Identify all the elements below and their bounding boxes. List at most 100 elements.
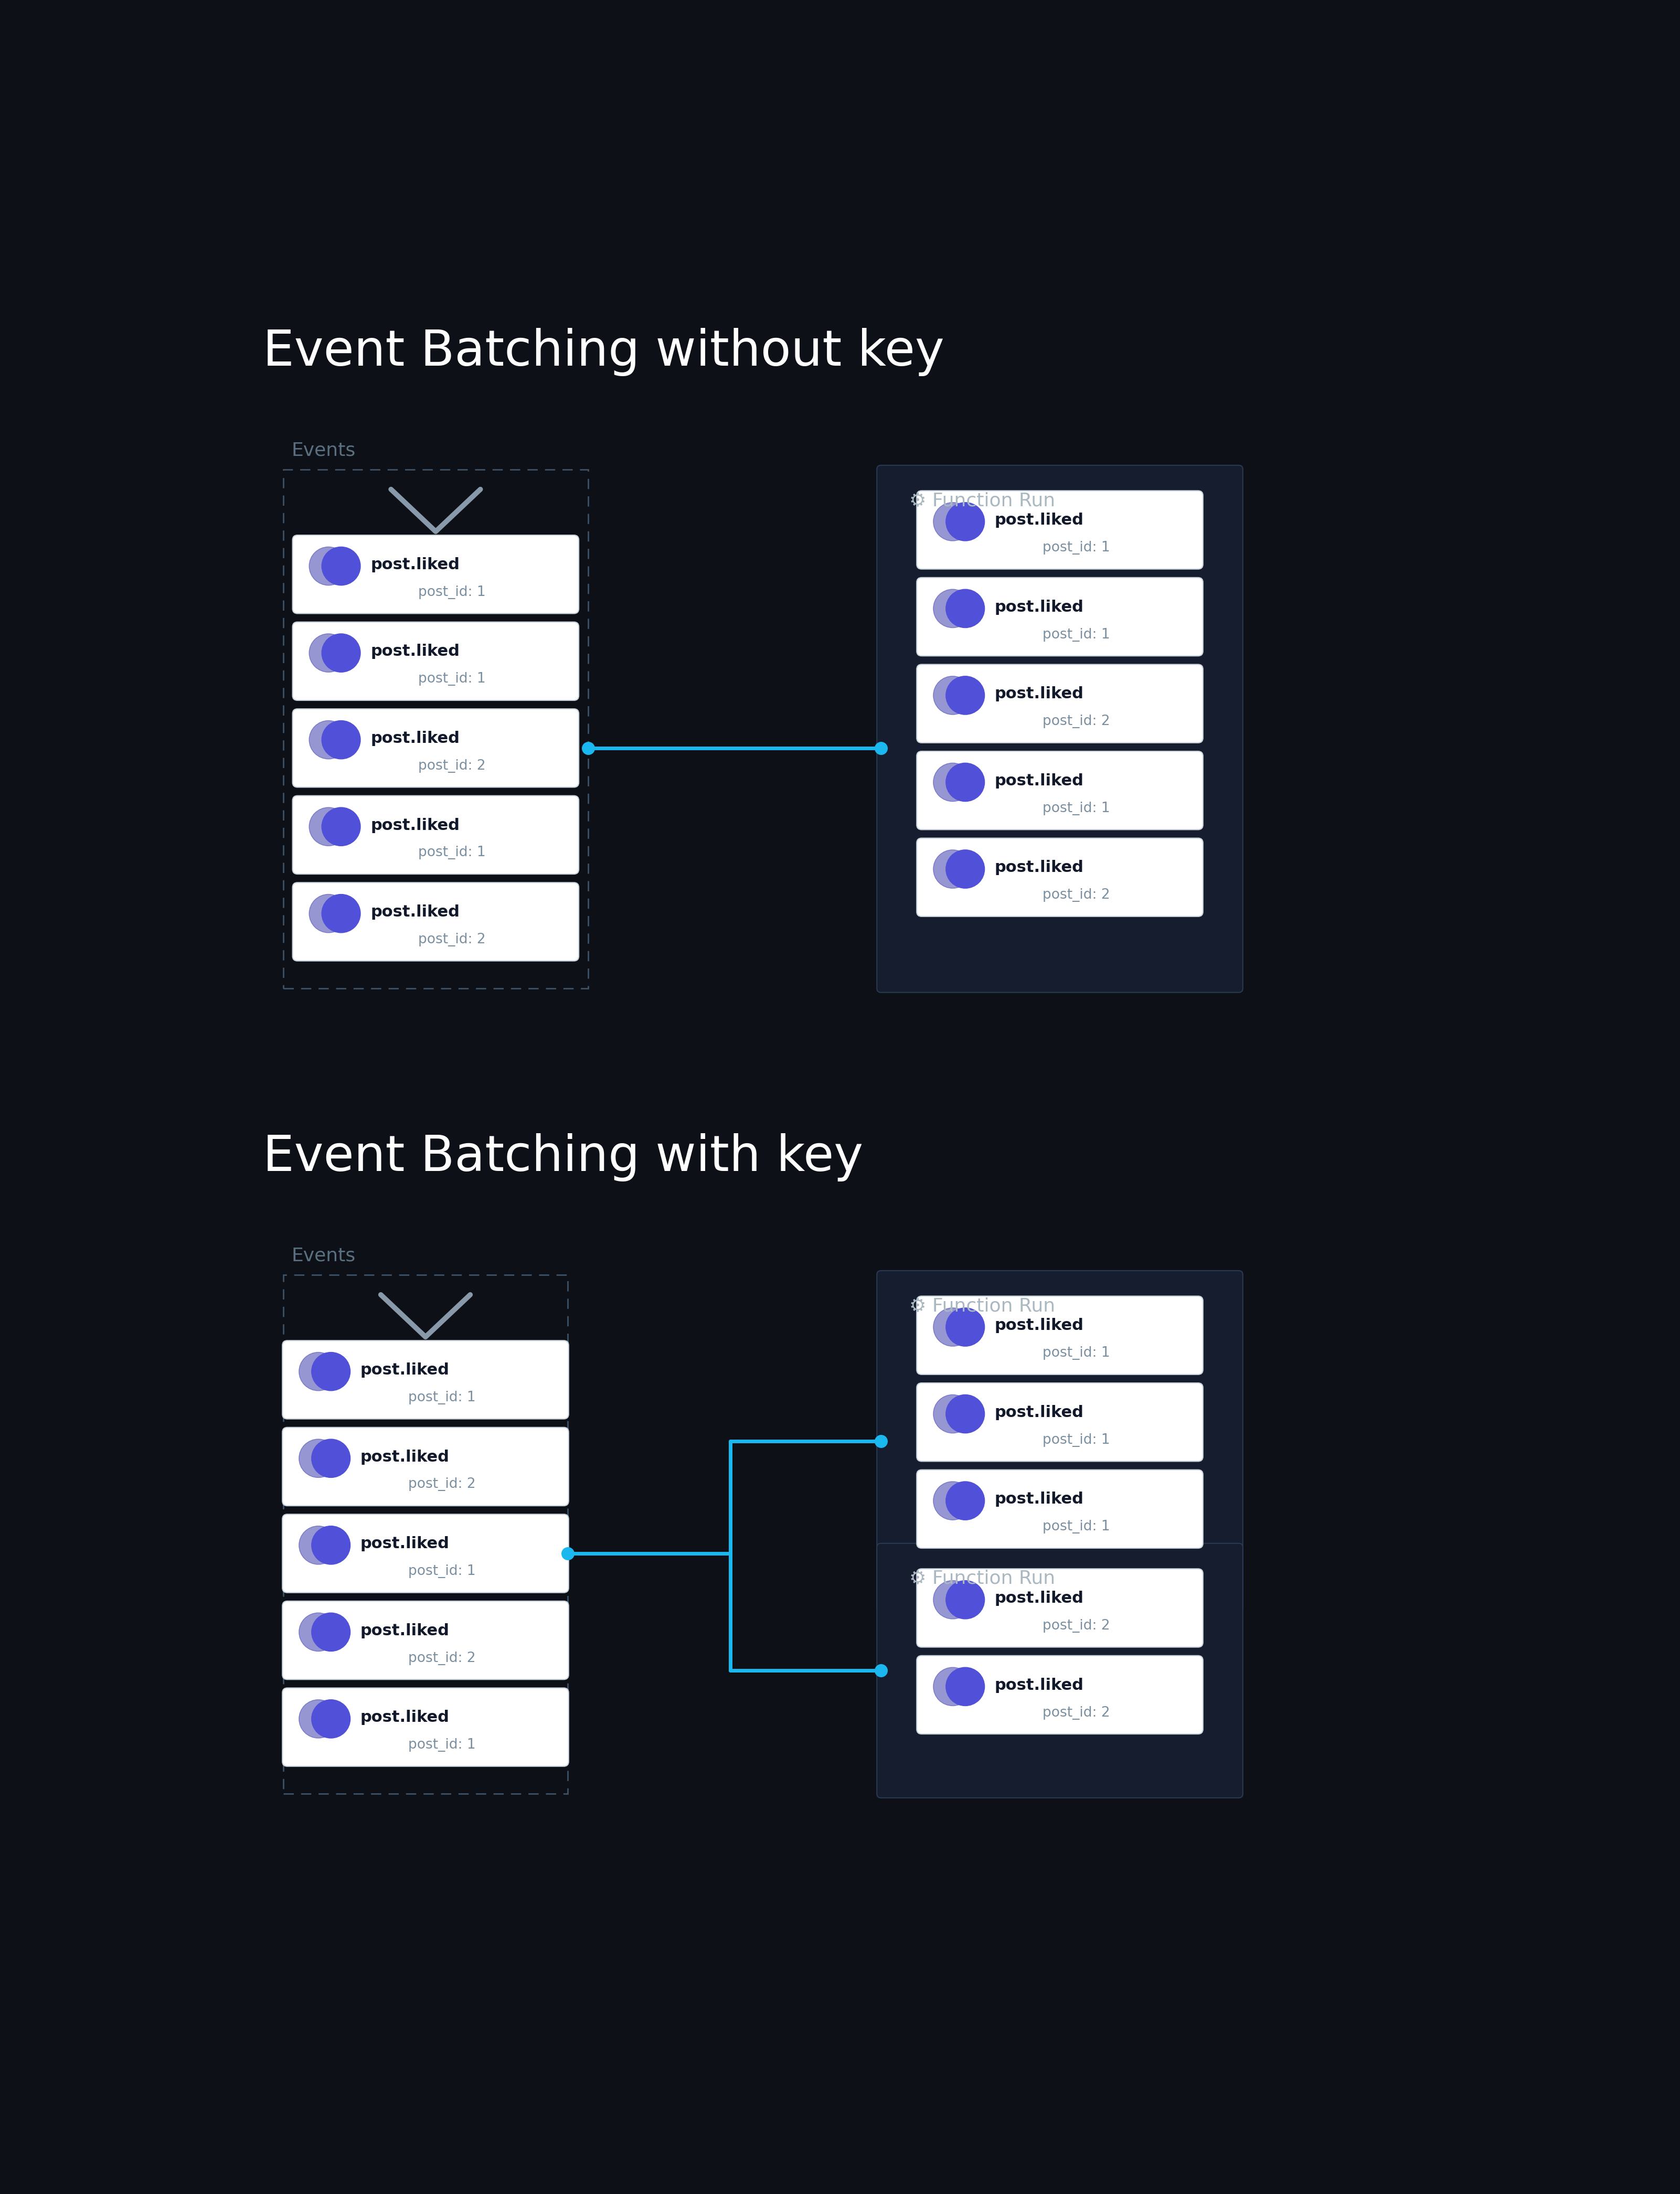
Circle shape: [934, 1308, 973, 1347]
Text: post_id: 1: post_id: 1: [408, 1738, 475, 1751]
Circle shape: [309, 720, 348, 759]
Text: post.liked: post.liked: [995, 860, 1084, 875]
Circle shape: [934, 1580, 973, 1619]
Circle shape: [946, 849, 984, 889]
Circle shape: [309, 634, 348, 671]
Circle shape: [934, 502, 973, 542]
FancyBboxPatch shape: [282, 1602, 568, 1678]
Text: post_id: 1: post_id: 1: [418, 586, 486, 599]
Circle shape: [311, 1700, 349, 1738]
Text: post_id: 2: post_id: 2: [1042, 889, 1110, 902]
Text: post_id: 2: post_id: 2: [418, 759, 486, 772]
FancyBboxPatch shape: [292, 623, 580, 700]
FancyBboxPatch shape: [292, 535, 580, 614]
Circle shape: [934, 1395, 973, 1433]
Text: post_id: 1: post_id: 1: [1042, 627, 1110, 641]
Circle shape: [946, 1308, 984, 1347]
Text: post_id: 1: post_id: 1: [418, 671, 486, 687]
Circle shape: [309, 807, 348, 847]
Circle shape: [946, 590, 984, 627]
FancyBboxPatch shape: [917, 1297, 1203, 1373]
Text: post.liked: post.liked: [995, 1404, 1084, 1420]
FancyBboxPatch shape: [282, 1514, 568, 1593]
Circle shape: [946, 1481, 984, 1520]
Text: post_id: 1: post_id: 1: [408, 1564, 475, 1577]
Text: post.liked: post.liked: [371, 904, 460, 919]
Text: post.liked: post.liked: [371, 731, 460, 746]
Text: post.liked: post.liked: [995, 687, 1084, 702]
Circle shape: [323, 895, 361, 932]
Text: post.liked: post.liked: [995, 1319, 1084, 1334]
Text: post.liked: post.liked: [361, 1709, 450, 1724]
Circle shape: [299, 1700, 338, 1738]
Circle shape: [934, 590, 973, 627]
Text: post.liked: post.liked: [995, 772, 1084, 788]
FancyBboxPatch shape: [917, 1382, 1203, 1461]
Circle shape: [309, 546, 348, 586]
Bar: [284, 1275, 568, 1795]
Circle shape: [299, 1613, 338, 1652]
Circle shape: [299, 1439, 338, 1477]
Circle shape: [946, 1580, 984, 1619]
FancyBboxPatch shape: [877, 1542, 1243, 1797]
FancyBboxPatch shape: [917, 491, 1203, 568]
Text: post_id: 2: post_id: 2: [1042, 715, 1110, 728]
Circle shape: [946, 1667, 984, 1705]
Circle shape: [311, 1527, 349, 1564]
Text: post.liked: post.liked: [995, 513, 1084, 529]
Text: Events: Events: [291, 1246, 356, 1264]
FancyBboxPatch shape: [292, 796, 580, 873]
FancyBboxPatch shape: [282, 1687, 568, 1766]
FancyBboxPatch shape: [292, 882, 580, 961]
Circle shape: [934, 1667, 973, 1705]
Circle shape: [311, 1613, 349, 1652]
FancyBboxPatch shape: [282, 1341, 568, 1420]
Bar: [284, 470, 588, 987]
Text: ⚙ Function Run: ⚙ Function Run: [909, 491, 1055, 509]
FancyBboxPatch shape: [282, 1428, 568, 1505]
Text: post.liked: post.liked: [361, 1362, 450, 1378]
Circle shape: [946, 764, 984, 801]
Text: post_id: 1: post_id: 1: [1042, 801, 1110, 816]
Circle shape: [311, 1352, 349, 1391]
Circle shape: [323, 634, 361, 671]
Text: Event Batching without key: Event Batching without key: [262, 327, 944, 375]
Text: post.liked: post.liked: [371, 645, 460, 658]
FancyBboxPatch shape: [292, 709, 580, 788]
Circle shape: [311, 1439, 349, 1477]
Text: post_id: 2: post_id: 2: [1042, 1619, 1110, 1632]
Text: post_id: 2: post_id: 2: [418, 932, 486, 946]
FancyBboxPatch shape: [917, 1470, 1203, 1549]
Text: post_id: 1: post_id: 1: [418, 847, 486, 860]
FancyBboxPatch shape: [917, 838, 1203, 917]
Text: post.liked: post.liked: [361, 1624, 450, 1639]
Text: post_id: 1: post_id: 1: [408, 1391, 475, 1404]
FancyBboxPatch shape: [877, 465, 1243, 992]
Text: post_id: 2: post_id: 2: [1042, 1707, 1110, 1720]
Text: post.liked: post.liked: [361, 1536, 450, 1551]
Circle shape: [323, 807, 361, 847]
Text: post.liked: post.liked: [995, 1492, 1084, 1507]
FancyBboxPatch shape: [917, 665, 1203, 744]
Text: post.liked: post.liked: [361, 1450, 450, 1466]
Text: post_id: 1: post_id: 1: [1042, 1520, 1110, 1534]
Circle shape: [934, 676, 973, 715]
Text: post_id: 2: post_id: 2: [408, 1652, 475, 1665]
Text: post.liked: post.liked: [995, 1678, 1084, 1694]
Text: post_id: 1: post_id: 1: [1042, 542, 1110, 555]
Circle shape: [323, 546, 361, 586]
Text: ⚙ Function Run: ⚙ Function Run: [909, 1297, 1055, 1314]
FancyBboxPatch shape: [877, 1270, 1243, 1613]
Circle shape: [934, 1481, 973, 1520]
Text: post.liked: post.liked: [371, 557, 460, 573]
Circle shape: [946, 676, 984, 715]
Text: post_id: 1: post_id: 1: [1042, 1347, 1110, 1360]
Text: Events: Events: [291, 441, 356, 459]
Circle shape: [309, 895, 348, 932]
Circle shape: [946, 502, 984, 542]
FancyBboxPatch shape: [917, 1656, 1203, 1733]
Circle shape: [934, 764, 973, 801]
Text: post.liked: post.liked: [995, 1591, 1084, 1606]
Circle shape: [946, 1395, 984, 1433]
Text: post_id: 1: post_id: 1: [1042, 1433, 1110, 1446]
